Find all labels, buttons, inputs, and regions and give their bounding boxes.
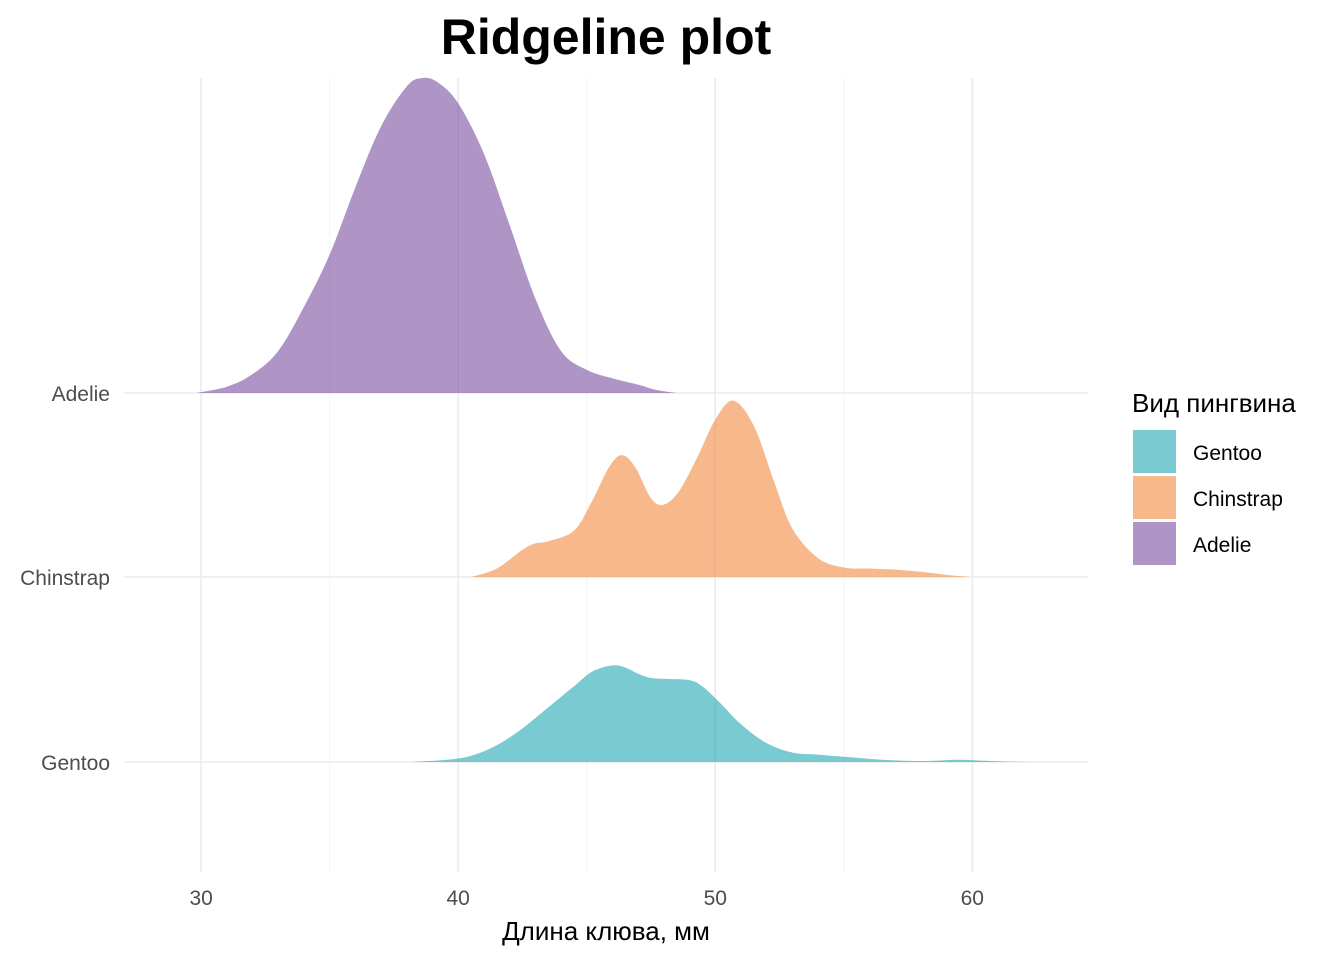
y-tick-label-gentoo: Gentoo [41,752,110,775]
x-tick-labels: 30 40 50 60 [189,887,984,910]
x-tick-label: 30 [189,887,212,910]
y-tick-label-chinstrap: Chinstrap [20,567,110,590]
legend-swatch-adelie [1133,522,1176,565]
x-tick-label: 50 [704,887,727,910]
legend-swatch-gentoo [1133,430,1176,473]
x-axis-title: Длина клюва, мм [502,916,710,946]
legend-label-chinstrap: Chinstrap [1193,488,1283,511]
legend-swatch-chinstrap [1133,476,1176,519]
ridges [196,77,1032,762]
y-tick-labels: Gentoo Chinstrap Adelie [20,383,110,775]
y-tick-label-adelie: Adelie [52,383,110,406]
legend: Вид пингвина Gentoo Chinstrap Adelie [1132,388,1296,565]
legend-entries: Gentoo Chinstrap Adelie [1133,430,1283,565]
ridge-gentoo [411,665,1032,762]
legend-title: Вид пингвина [1132,388,1296,418]
x-tick-label: 60 [961,887,984,910]
x-tick-label: 40 [447,887,470,910]
legend-label-gentoo: Gentoo [1193,442,1262,465]
legend-label-adelie: Adelie [1193,534,1251,557]
ridge-chinstrap [471,400,970,577]
ridge-adelie [196,77,677,393]
chart-title: Ridgeline plot [441,9,772,65]
